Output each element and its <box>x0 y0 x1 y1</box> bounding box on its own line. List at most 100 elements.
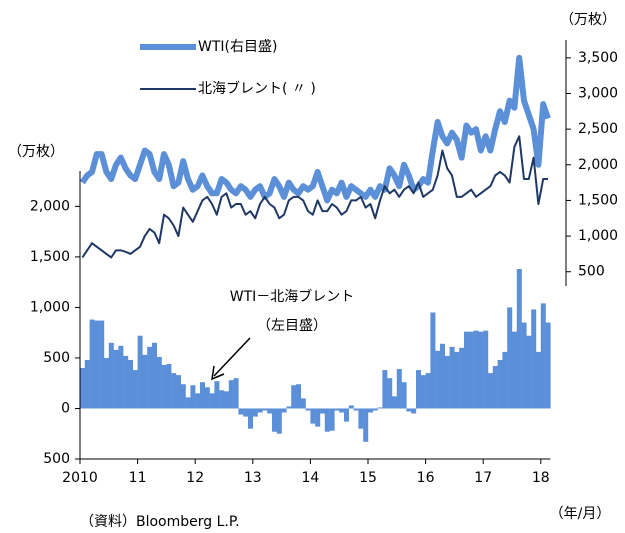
bar <box>80 368 85 409</box>
annotation: （左目盛） <box>257 318 327 334</box>
bar <box>156 356 162 409</box>
annotation-arrow <box>211 337 251 381</box>
bar <box>180 384 186 409</box>
bar <box>512 331 517 409</box>
bar <box>113 349 119 409</box>
y-tick-label: 500 <box>43 350 70 366</box>
bar <box>137 335 143 409</box>
bar <box>329 408 335 431</box>
bar <box>344 408 349 422</box>
bar <box>324 408 330 432</box>
x-tick-label: 16 <box>417 470 435 486</box>
bar <box>516 269 522 409</box>
bar <box>392 396 397 409</box>
y-tick-label: 500 <box>43 451 70 467</box>
bar <box>171 373 177 409</box>
bar <box>526 335 532 409</box>
bar <box>473 330 479 409</box>
bar <box>478 331 484 409</box>
legend-label: 北海ブレント( 〃 ) <box>198 80 316 97</box>
bar <box>248 408 253 429</box>
bar <box>483 330 489 409</box>
bar <box>459 347 465 409</box>
bar <box>334 408 340 411</box>
bar <box>123 355 129 409</box>
line <box>81 135 548 259</box>
y2-tick-label: 2,000 <box>578 157 618 173</box>
bar <box>531 309 537 409</box>
bar <box>238 408 244 415</box>
source: （資料）Bloomberg L.P. <box>80 514 240 530</box>
bar <box>416 370 421 409</box>
bar <box>272 408 277 432</box>
bar <box>94 320 100 409</box>
bar <box>320 408 325 414</box>
y-tick-label: 1,000 <box>30 299 70 315</box>
bar <box>401 382 407 409</box>
x-tick-label: 18 <box>532 470 550 486</box>
right-axis-unit: （万枚） <box>560 12 616 28</box>
bar <box>420 375 426 409</box>
y2-tick-label: 1,000 <box>578 228 618 244</box>
bar <box>305 408 311 411</box>
bar-label: WTI－北海ブレント <box>230 288 355 305</box>
bar <box>200 382 205 409</box>
bar <box>363 408 369 442</box>
bar <box>449 346 455 409</box>
bar <box>128 359 133 409</box>
bar <box>377 407 383 409</box>
bar <box>286 406 292 409</box>
bar <box>195 393 201 409</box>
bar <box>267 408 273 414</box>
bar <box>204 387 210 409</box>
bar <box>99 320 105 409</box>
bar <box>276 408 282 434</box>
bar <box>368 408 373 413</box>
y2-tick-label: 1,500 <box>578 192 618 208</box>
bar <box>281 408 287 413</box>
bar <box>296 384 301 409</box>
bar <box>315 408 321 427</box>
bar <box>108 342 114 409</box>
bar <box>521 322 527 409</box>
y2-tick-label: 500 <box>578 264 605 280</box>
y2-tick-label: 3,500 <box>578 50 618 66</box>
bar <box>176 375 181 409</box>
bar <box>262 408 268 411</box>
bar <box>430 312 436 409</box>
bar <box>152 342 157 409</box>
x-tick-label: 2010 <box>62 470 98 486</box>
y-tick-label: 1,500 <box>30 249 70 265</box>
x-tick-label: 11 <box>129 470 147 486</box>
bar <box>224 391 229 409</box>
x-tick-label: 12 <box>186 470 204 486</box>
bar <box>507 307 513 409</box>
bar <box>444 355 450 409</box>
x-tick-label: 13 <box>244 470 262 486</box>
y2-tick-label: 3,000 <box>578 85 618 101</box>
bar <box>411 408 417 414</box>
bar <box>142 354 148 409</box>
bar <box>406 408 412 412</box>
bar <box>190 385 196 409</box>
bar <box>233 378 239 409</box>
x-tick-label: 14 <box>301 470 319 486</box>
bar <box>387 378 393 409</box>
x-tick-label: 15 <box>359 470 377 486</box>
bar <box>89 319 95 409</box>
bar <box>488 373 493 409</box>
bar <box>291 385 297 409</box>
bar <box>252 408 258 417</box>
x-tick-label: 17 <box>474 470 492 486</box>
bar <box>464 331 469 409</box>
bar <box>540 303 546 409</box>
bar <box>348 405 354 409</box>
y-tick-label: 0 <box>61 400 70 416</box>
bar <box>166 364 172 409</box>
bar <box>214 381 220 409</box>
bar <box>372 408 378 411</box>
bar <box>257 408 263 413</box>
bar <box>104 357 109 409</box>
legend-label: WTI(右目盛) <box>198 39 277 55</box>
